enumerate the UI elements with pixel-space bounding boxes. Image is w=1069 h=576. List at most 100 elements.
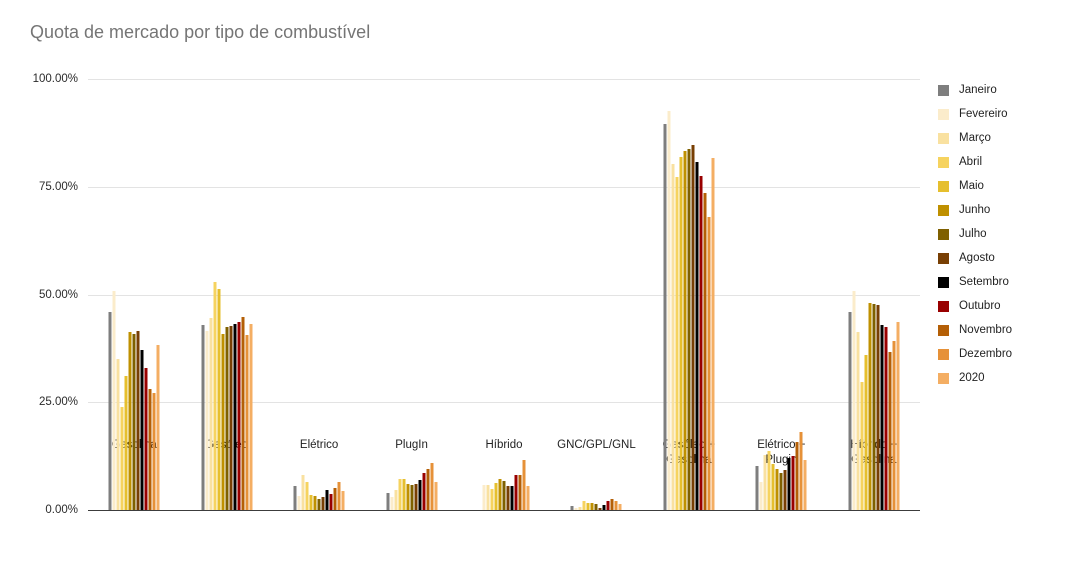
bar-fevereiro-gasoleo[interactable] <box>205 331 209 510</box>
bar-junho-eletrico-plugin[interactable] <box>775 469 779 510</box>
bar-dezembro-gasolina[interactable] <box>152 392 156 510</box>
bar-janeiro-plugin[interactable] <box>386 492 390 510</box>
bar-2020-hibrido[interactable] <box>526 485 530 510</box>
bar-outubro-hibrido[interactable] <box>514 474 518 510</box>
bar-dezembro-gasoleo-gasolina[interactable] <box>707 216 711 510</box>
bar-marco-plugin[interactable] <box>394 489 398 510</box>
bar-janeiro-gasoleo-gasolina[interactable] <box>663 124 667 510</box>
bar-outubro-hibrido-gasolina[interactable] <box>884 326 888 510</box>
bar-fevereiro-plugin[interactable] <box>390 497 394 510</box>
bar-marco-eletrico-plugin[interactable] <box>763 454 767 510</box>
bar-janeiro-gasolina[interactable] <box>108 311 112 510</box>
bar-fevereiro-gasoleo-gasolina[interactable] <box>667 111 671 510</box>
bar-agosto-plugin[interactable] <box>414 483 418 510</box>
bar-fevereiro-hibrido[interactable] <box>482 485 486 510</box>
bar-fevereiro-gnc-gpl-gnl[interactable] <box>574 507 578 510</box>
bar-marco-hibrido-gasolina[interactable] <box>856 332 860 510</box>
bar-2020-plugin[interactable] <box>434 481 438 510</box>
bar-abril-plugin[interactable] <box>398 479 402 510</box>
bar-novembro-plugin[interactable] <box>426 469 430 510</box>
bar-setembro-gasoleo-gasolina[interactable] <box>695 162 699 510</box>
bar-abril-gasoleo[interactable] <box>213 281 217 510</box>
bar-outubro-plugin[interactable] <box>422 473 426 510</box>
bar-junho-hibrido-gasolina[interactable] <box>868 302 872 510</box>
bar-2020-gasoleo-gasolina[interactable] <box>711 157 715 510</box>
bar-outubro-gasoleo-gasolina[interactable] <box>699 175 703 510</box>
bar-marco-hibrido[interactable] <box>486 485 490 510</box>
bar-junho-plugin[interactable] <box>406 483 410 510</box>
bar-dezembro-plugin[interactable] <box>430 463 434 510</box>
bar-2020-gnc-gpl-gnl[interactable] <box>618 503 622 510</box>
bar-2020-gasoleo[interactable] <box>249 323 253 510</box>
bar-setembro-hibrido-gasolina[interactable] <box>880 325 884 510</box>
bar-junho-gasoleo[interactable] <box>221 333 225 510</box>
bar-junho-gasolina[interactable] <box>128 332 132 510</box>
bar-fevereiro-hibrido-gasolina[interactable] <box>852 290 856 510</box>
bar-fevereiro-eletrico[interactable] <box>297 495 301 510</box>
bar-abril-gasoleo-gasolina[interactable] <box>675 177 679 510</box>
bar-marco-gasoleo[interactable] <box>209 317 213 510</box>
bar-maio-plugin[interactable] <box>402 479 406 510</box>
bar-setembro-eletrico[interactable] <box>325 489 329 510</box>
bar-fevereiro-eletrico-plugin[interactable] <box>759 482 763 510</box>
bar-julho-hibrido[interactable] <box>502 480 506 510</box>
bar-novembro-hibrido[interactable] <box>518 474 522 510</box>
bar-outubro-eletrico-plugin[interactable] <box>791 455 795 510</box>
bar-fevereiro-gasolina[interactable] <box>112 291 116 510</box>
bar-agosto-gnc-gpl-gnl[interactable] <box>598 507 602 510</box>
bar-setembro-gnc-gpl-gnl[interactable] <box>602 505 606 510</box>
bar-janeiro-hibrido-gasolina[interactable] <box>848 311 852 510</box>
bar-novembro-eletrico-plugin[interactable] <box>795 442 799 510</box>
bar-marco-gasolina[interactable] <box>116 359 120 510</box>
bar-novembro-gasoleo[interactable] <box>241 317 245 510</box>
bar-marco-gnc-gpl-gnl[interactable] <box>578 506 582 510</box>
bar-novembro-hibrido-gasolina[interactable] <box>888 352 892 510</box>
bar-maio-gasoleo[interactable] <box>217 289 221 510</box>
bar-julho-gasoleo-gasolina[interactable] <box>687 148 691 510</box>
bar-setembro-eletrico-plugin[interactable] <box>787 458 791 510</box>
bar-novembro-gasolina[interactable] <box>148 388 152 510</box>
bar-junho-gasoleo-gasolina[interactable] <box>683 150 687 510</box>
bar-setembro-plugin[interactable] <box>418 479 422 510</box>
bar-setembro-gasoleo[interactable] <box>233 323 237 510</box>
bar-outubro-gasoleo[interactable] <box>237 322 241 510</box>
bar-outubro-gasolina[interactable] <box>144 367 148 510</box>
bar-novembro-gnc-gpl-gnl[interactable] <box>610 499 614 510</box>
bar-dezembro-eletrico[interactable] <box>337 481 341 510</box>
bar-janeiro-eletrico[interactable] <box>293 485 297 510</box>
bar-novembro-eletrico[interactable] <box>333 488 337 510</box>
bar-abril-hibrido-gasolina[interactable] <box>860 382 864 510</box>
bar-agosto-gasoleo[interactable] <box>229 326 233 510</box>
bar-agosto-gasoleo-gasolina[interactable] <box>691 145 695 510</box>
bar-abril-hibrido[interactable] <box>490 488 494 510</box>
bar-maio-gnc-gpl-gnl[interactable] <box>586 502 590 510</box>
bar-agosto-eletrico-plugin[interactable] <box>783 470 787 510</box>
bar-outubro-eletrico[interactable] <box>329 494 333 510</box>
bar-maio-gasoleo-gasolina[interactable] <box>679 156 683 510</box>
bar-abril-eletrico[interactable] <box>305 481 309 510</box>
bar-junho-hibrido[interactable] <box>498 479 502 510</box>
bar-marco-gasoleo-gasolina[interactable] <box>671 164 675 510</box>
bar-agosto-hibrido-gasolina[interactable] <box>876 305 880 510</box>
bar-2020-hibrido-gasolina[interactable] <box>896 322 900 510</box>
bar-julho-plugin[interactable] <box>410 485 414 510</box>
bar-setembro-hibrido[interactable] <box>510 485 514 510</box>
bar-maio-hibrido-gasolina[interactable] <box>864 355 868 510</box>
bar-abril-gasolina[interactable] <box>120 406 124 510</box>
bar-julho-hibrido-gasolina[interactable] <box>872 304 876 510</box>
bar-2020-eletrico-plugin[interactable] <box>803 460 807 510</box>
bar-abril-eletrico-plugin[interactable] <box>767 450 771 510</box>
bar-2020-eletrico[interactable] <box>341 490 345 510</box>
bar-maio-eletrico-plugin[interactable] <box>771 463 775 510</box>
bar-julho-gnc-gpl-gnl[interactable] <box>594 503 598 510</box>
bar-marco-eletrico[interactable] <box>301 474 305 510</box>
bar-agosto-hibrido[interactable] <box>506 485 510 510</box>
bar-agosto-gasolina[interactable] <box>136 331 140 510</box>
bar-julho-gasoleo[interactable] <box>225 327 229 510</box>
bar-outubro-gnc-gpl-gnl[interactable] <box>606 500 610 510</box>
bar-janeiro-gasoleo[interactable] <box>201 324 205 510</box>
bar-janeiro-gnc-gpl-gnl[interactable] <box>570 505 574 510</box>
bar-agosto-eletrico[interactable] <box>321 497 325 510</box>
bar-maio-eletrico[interactable] <box>309 494 313 510</box>
bar-dezembro-gasoleo[interactable] <box>245 334 249 510</box>
